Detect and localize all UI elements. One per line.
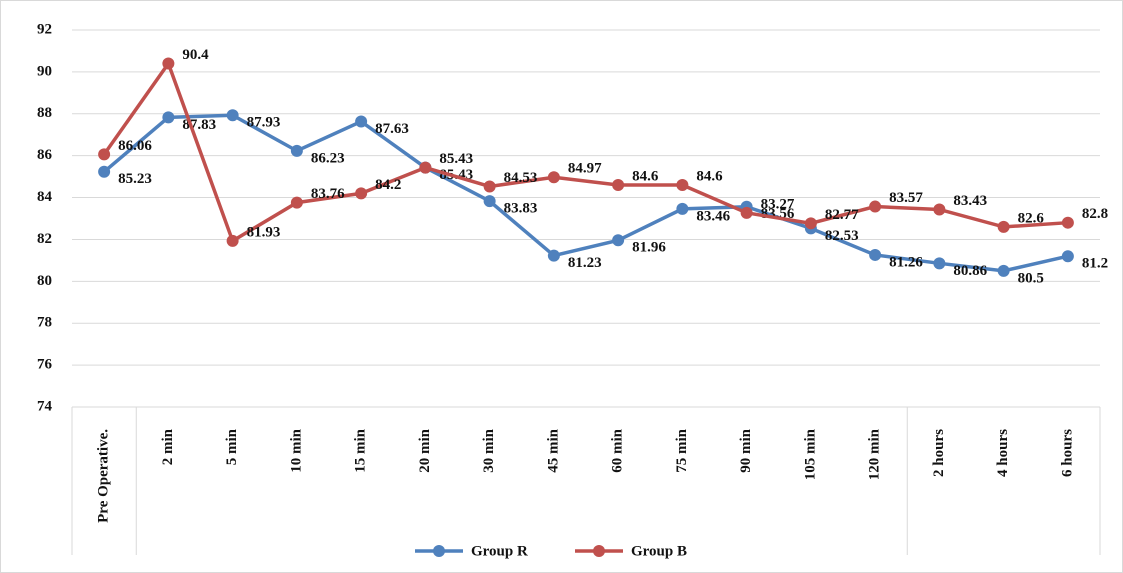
data-label: 82.8	[1082, 206, 1108, 222]
data-label: 82.53	[825, 228, 859, 244]
data-point	[547, 249, 560, 262]
x-tick-label: 90 min	[738, 428, 754, 472]
data-label: 87.93	[247, 115, 281, 131]
y-tick-label: 74	[37, 398, 53, 414]
data-point	[547, 171, 560, 184]
data-point	[355, 115, 368, 128]
data-label: 85.43	[439, 151, 473, 167]
data-label: 85.23	[118, 171, 152, 187]
data-label: 84.53	[504, 170, 538, 186]
x-tick-label: 2 min	[160, 428, 176, 465]
data-point	[483, 180, 496, 193]
x-tick-label: 105 min	[802, 428, 818, 480]
x-tick-label: 4 hours	[995, 429, 1011, 477]
data-label: 90.4	[182, 47, 209, 63]
data-point	[98, 148, 111, 161]
data-label: 87.63	[375, 121, 409, 137]
data-label: 86.06	[118, 138, 152, 154]
data-point	[1061, 250, 1074, 263]
data-label: 81.2	[1082, 256, 1108, 272]
x-tick-label: 2 hours	[931, 429, 947, 477]
data-point	[612, 178, 625, 191]
data-point	[997, 264, 1010, 277]
data-point	[869, 200, 882, 213]
data-point	[290, 196, 303, 209]
legend-label: Group B	[631, 543, 687, 559]
data-label: 81.96	[632, 240, 666, 256]
data-label: 81.23	[568, 255, 602, 271]
series-line	[102, 113, 1069, 273]
data-point	[162, 57, 175, 70]
data-point	[612, 234, 625, 247]
y-tick-label: 86	[37, 147, 53, 163]
data-point	[162, 111, 175, 124]
data-label: 84.6	[696, 168, 723, 184]
data-label: 83.57	[889, 190, 923, 206]
x-tick-label: 15 min	[353, 428, 369, 472]
y-tick-label: 92	[37, 21, 52, 37]
y-tick-label: 88	[37, 105, 52, 121]
data-point	[355, 187, 368, 200]
data-label: 83.83	[504, 201, 538, 217]
data-point	[676, 178, 689, 191]
data-label: 86.23	[311, 150, 345, 166]
legend-label: Group R	[471, 543, 528, 559]
y-tick-label: 82	[37, 231, 52, 247]
x-tick-label: 30 min	[481, 428, 497, 472]
data-point	[804, 217, 817, 230]
y-tick-label: 80	[37, 273, 52, 289]
data-label: 83.43	[953, 193, 987, 209]
x-tick-label: 75 min	[674, 428, 690, 472]
data-point	[933, 203, 946, 216]
data-label: 80.86	[953, 263, 987, 279]
x-tick-label: 10 min	[288, 428, 304, 472]
x-tick-label: 20 min	[417, 428, 433, 472]
legend-marker	[433, 545, 445, 557]
data-label: 81.26	[889, 254, 923, 270]
x-tick-label: 5 min	[224, 428, 240, 465]
x-tick-label: 120 min	[867, 428, 883, 480]
series-line	[102, 59, 1068, 244]
data-label: 80.5	[1018, 270, 1044, 286]
data-label: 84.2	[375, 177, 401, 193]
data-point	[483, 195, 496, 208]
data-label: 82.77	[825, 207, 859, 223]
data-point	[869, 248, 882, 261]
y-tick-label: 76	[37, 357, 53, 373]
data-point	[997, 220, 1010, 233]
data-point	[419, 161, 432, 174]
data-label: 82.6	[1018, 210, 1045, 226]
data-point	[933, 257, 946, 270]
x-tick-label: Pre Operative.	[96, 429, 112, 523]
data-label: 83.46	[696, 208, 730, 224]
y-tick-label: 90	[37, 63, 52, 79]
data-point	[226, 234, 239, 247]
data-label: 83.27	[761, 196, 795, 212]
data-point	[226, 109, 239, 122]
y-tick-label: 84	[37, 189, 53, 205]
data-label: 83.76	[311, 186, 345, 202]
data-point	[676, 202, 689, 215]
x-tick-label: 60 min	[610, 428, 626, 472]
data-label: 84.6	[632, 168, 659, 184]
data-label: 84.97	[568, 161, 602, 177]
y-tick-label: 78	[37, 315, 52, 331]
legend-marker	[593, 545, 605, 557]
data-point	[98, 165, 111, 178]
data-point	[290, 144, 303, 157]
data-point	[740, 206, 753, 219]
x-tick-label: 6 hours	[1059, 429, 1075, 477]
data-label: 81.93	[247, 224, 281, 240]
data-point	[1061, 216, 1074, 229]
x-tick-label: 45 min	[545, 428, 561, 472]
